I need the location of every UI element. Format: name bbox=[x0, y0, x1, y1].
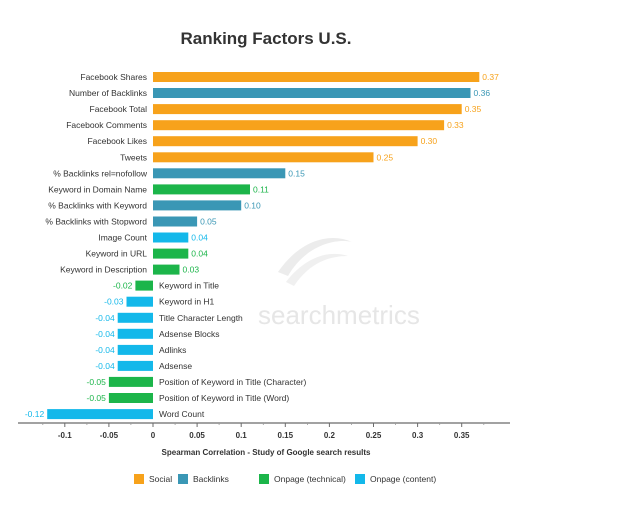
x-axis: -0.1 -0.05 0 0.05 0.1 0.15 0.2 0.25 0.3 0.35 bbox=[18, 422, 510, 440]
bar-20 bbox=[108, 393, 153, 403]
bar-6 bbox=[153, 168, 286, 179]
bar-9 bbox=[153, 216, 198, 227]
category-label-5: Tweets bbox=[120, 152, 147, 162]
watermark-swoosh-icon bbox=[278, 237, 352, 276]
bar-21 bbox=[47, 409, 154, 420]
category-label-0: Facebook Shares bbox=[80, 72, 147, 82]
category-label-14: Keyword in H1 bbox=[159, 297, 215, 307]
value-label-7: 0.11 bbox=[253, 184, 269, 194]
value-label-8: 0.10 bbox=[244, 200, 261, 210]
value-label-21: -0.12 bbox=[25, 409, 45, 419]
value-label-0: 0.37 bbox=[482, 72, 499, 82]
category-label-10: Image Count bbox=[98, 233, 147, 243]
x-tick-label-0: -0.1 bbox=[58, 431, 72, 440]
category-label-13: Keyword in Title bbox=[159, 281, 219, 291]
legend-label-2: Onpage (technical) bbox=[274, 474, 346, 484]
category-label-17: Adlinks bbox=[159, 345, 186, 355]
value-label-16: -0.04 bbox=[95, 329, 115, 339]
watermark-swoosh-icon-2 bbox=[286, 253, 348, 286]
category-label-12: Keyword in Description bbox=[60, 265, 147, 275]
category-label-7: Keyword in Domain Name bbox=[48, 184, 147, 194]
category-label-group: Facebook Shares Number of Backlinks Facebo… bbox=[45, 72, 306, 419]
category-label-16: Adsense Blocks bbox=[159, 329, 219, 339]
bar-8 bbox=[153, 200, 242, 211]
bar-3 bbox=[153, 120, 445, 131]
category-label-4: Facebook Likes bbox=[87, 136, 147, 146]
category-label-19: Position of Keyword in Title (Character) bbox=[159, 377, 307, 387]
legend-swatch-1 bbox=[178, 474, 188, 484]
bar-11 bbox=[153, 248, 189, 259]
category-label-18: Adsense bbox=[159, 361, 192, 371]
bar-2 bbox=[153, 104, 462, 115]
category-label-2: Facebook Total bbox=[90, 104, 148, 114]
value-label-13: -0.02 bbox=[113, 281, 133, 291]
value-label-17: -0.04 bbox=[95, 345, 115, 355]
legend-swatch-2 bbox=[259, 474, 269, 484]
legend-label-3: Onpage (content) bbox=[370, 474, 436, 484]
value-label-1: 0.36 bbox=[474, 88, 491, 98]
value-label-10: 0.04 bbox=[191, 233, 208, 243]
x-tick-label-8: 0.3 bbox=[412, 431, 424, 440]
x-tick-label-2: 0 bbox=[151, 431, 156, 440]
category-label-11: Keyword in URL bbox=[86, 249, 148, 259]
category-label-15: Title Character Length bbox=[159, 313, 243, 323]
bar-5 bbox=[153, 152, 374, 163]
category-label-3: Facebook Comments bbox=[66, 120, 147, 130]
value-label-3: 0.33 bbox=[447, 120, 464, 130]
bar-19 bbox=[108, 376, 153, 387]
legend-label-1: Backlinks bbox=[193, 474, 229, 484]
bar-17 bbox=[117, 344, 153, 355]
bar-14 bbox=[126, 296, 153, 307]
bar-18 bbox=[117, 360, 153, 371]
category-label-8: % Backlinks with Keyword bbox=[48, 200, 147, 210]
legend-swatch-3 bbox=[355, 474, 365, 484]
value-label-18: -0.04 bbox=[95, 361, 115, 371]
bar-12 bbox=[153, 264, 180, 275]
value-label-14: -0.03 bbox=[104, 297, 124, 307]
bar-group bbox=[47, 72, 480, 420]
category-label-9: % Backlinks with Stopword bbox=[45, 217, 147, 227]
watermark: searchmetrics bbox=[258, 237, 420, 330]
watermark-text: searchmetrics bbox=[258, 300, 420, 330]
bar-1 bbox=[153, 88, 471, 98]
x-tick-label-4: 0.1 bbox=[236, 431, 248, 440]
legend: Social Backlinks Onpage (technical) Onpage … bbox=[134, 474, 436, 484]
x-tick-label-5: 0.15 bbox=[278, 431, 294, 440]
x-tick-label-1: -0.05 bbox=[100, 431, 119, 440]
value-label-6: 0.15 bbox=[288, 168, 305, 178]
x-tick-label-6: 0.2 bbox=[324, 431, 336, 440]
value-label-2: 0.35 bbox=[465, 104, 482, 114]
bar-15 bbox=[117, 312, 153, 323]
category-label-21: Word Count bbox=[159, 409, 205, 419]
legend-swatch-0 bbox=[134, 474, 144, 484]
bar-10 bbox=[153, 232, 189, 243]
bar-0 bbox=[153, 72, 480, 82]
value-label-5: 0.25 bbox=[377, 152, 394, 162]
bar-13 bbox=[135, 280, 153, 291]
value-label-15: -0.04 bbox=[95, 313, 115, 323]
x-axis-label: Spearman Correlation - Study of Google s… bbox=[162, 448, 371, 457]
bar-4 bbox=[153, 136, 418, 147]
category-label-20: Position of Keyword in Title (Word) bbox=[159, 393, 289, 403]
chart-title: Ranking Factors U.S. bbox=[181, 29, 352, 48]
legend-label-0: Social bbox=[149, 474, 172, 484]
value-label-group: 0.37 0.36 0.350.33 0.30 0.25 0.15 0.11 0.10 0.05… bbox=[25, 72, 499, 419]
x-tick-label-3: 0.05 bbox=[189, 431, 205, 440]
value-label-19: -0.05 bbox=[87, 377, 107, 387]
category-label-1: Number of Backlinks bbox=[69, 88, 147, 98]
value-label-12: 0.03 bbox=[183, 265, 200, 275]
bar-7 bbox=[153, 184, 250, 195]
bar-16 bbox=[117, 328, 153, 339]
value-label-20: -0.05 bbox=[87, 393, 107, 403]
value-label-9: 0.05 bbox=[200, 217, 217, 227]
value-label-4: 0.30 bbox=[421, 136, 438, 146]
x-tick-label-7: 0.25 bbox=[366, 431, 382, 440]
category-label-6: % Backlinks rel=nofollow bbox=[53, 168, 148, 178]
value-label-11: 0.04 bbox=[191, 249, 208, 259]
x-tick-label-9: 0.35 bbox=[454, 431, 470, 440]
